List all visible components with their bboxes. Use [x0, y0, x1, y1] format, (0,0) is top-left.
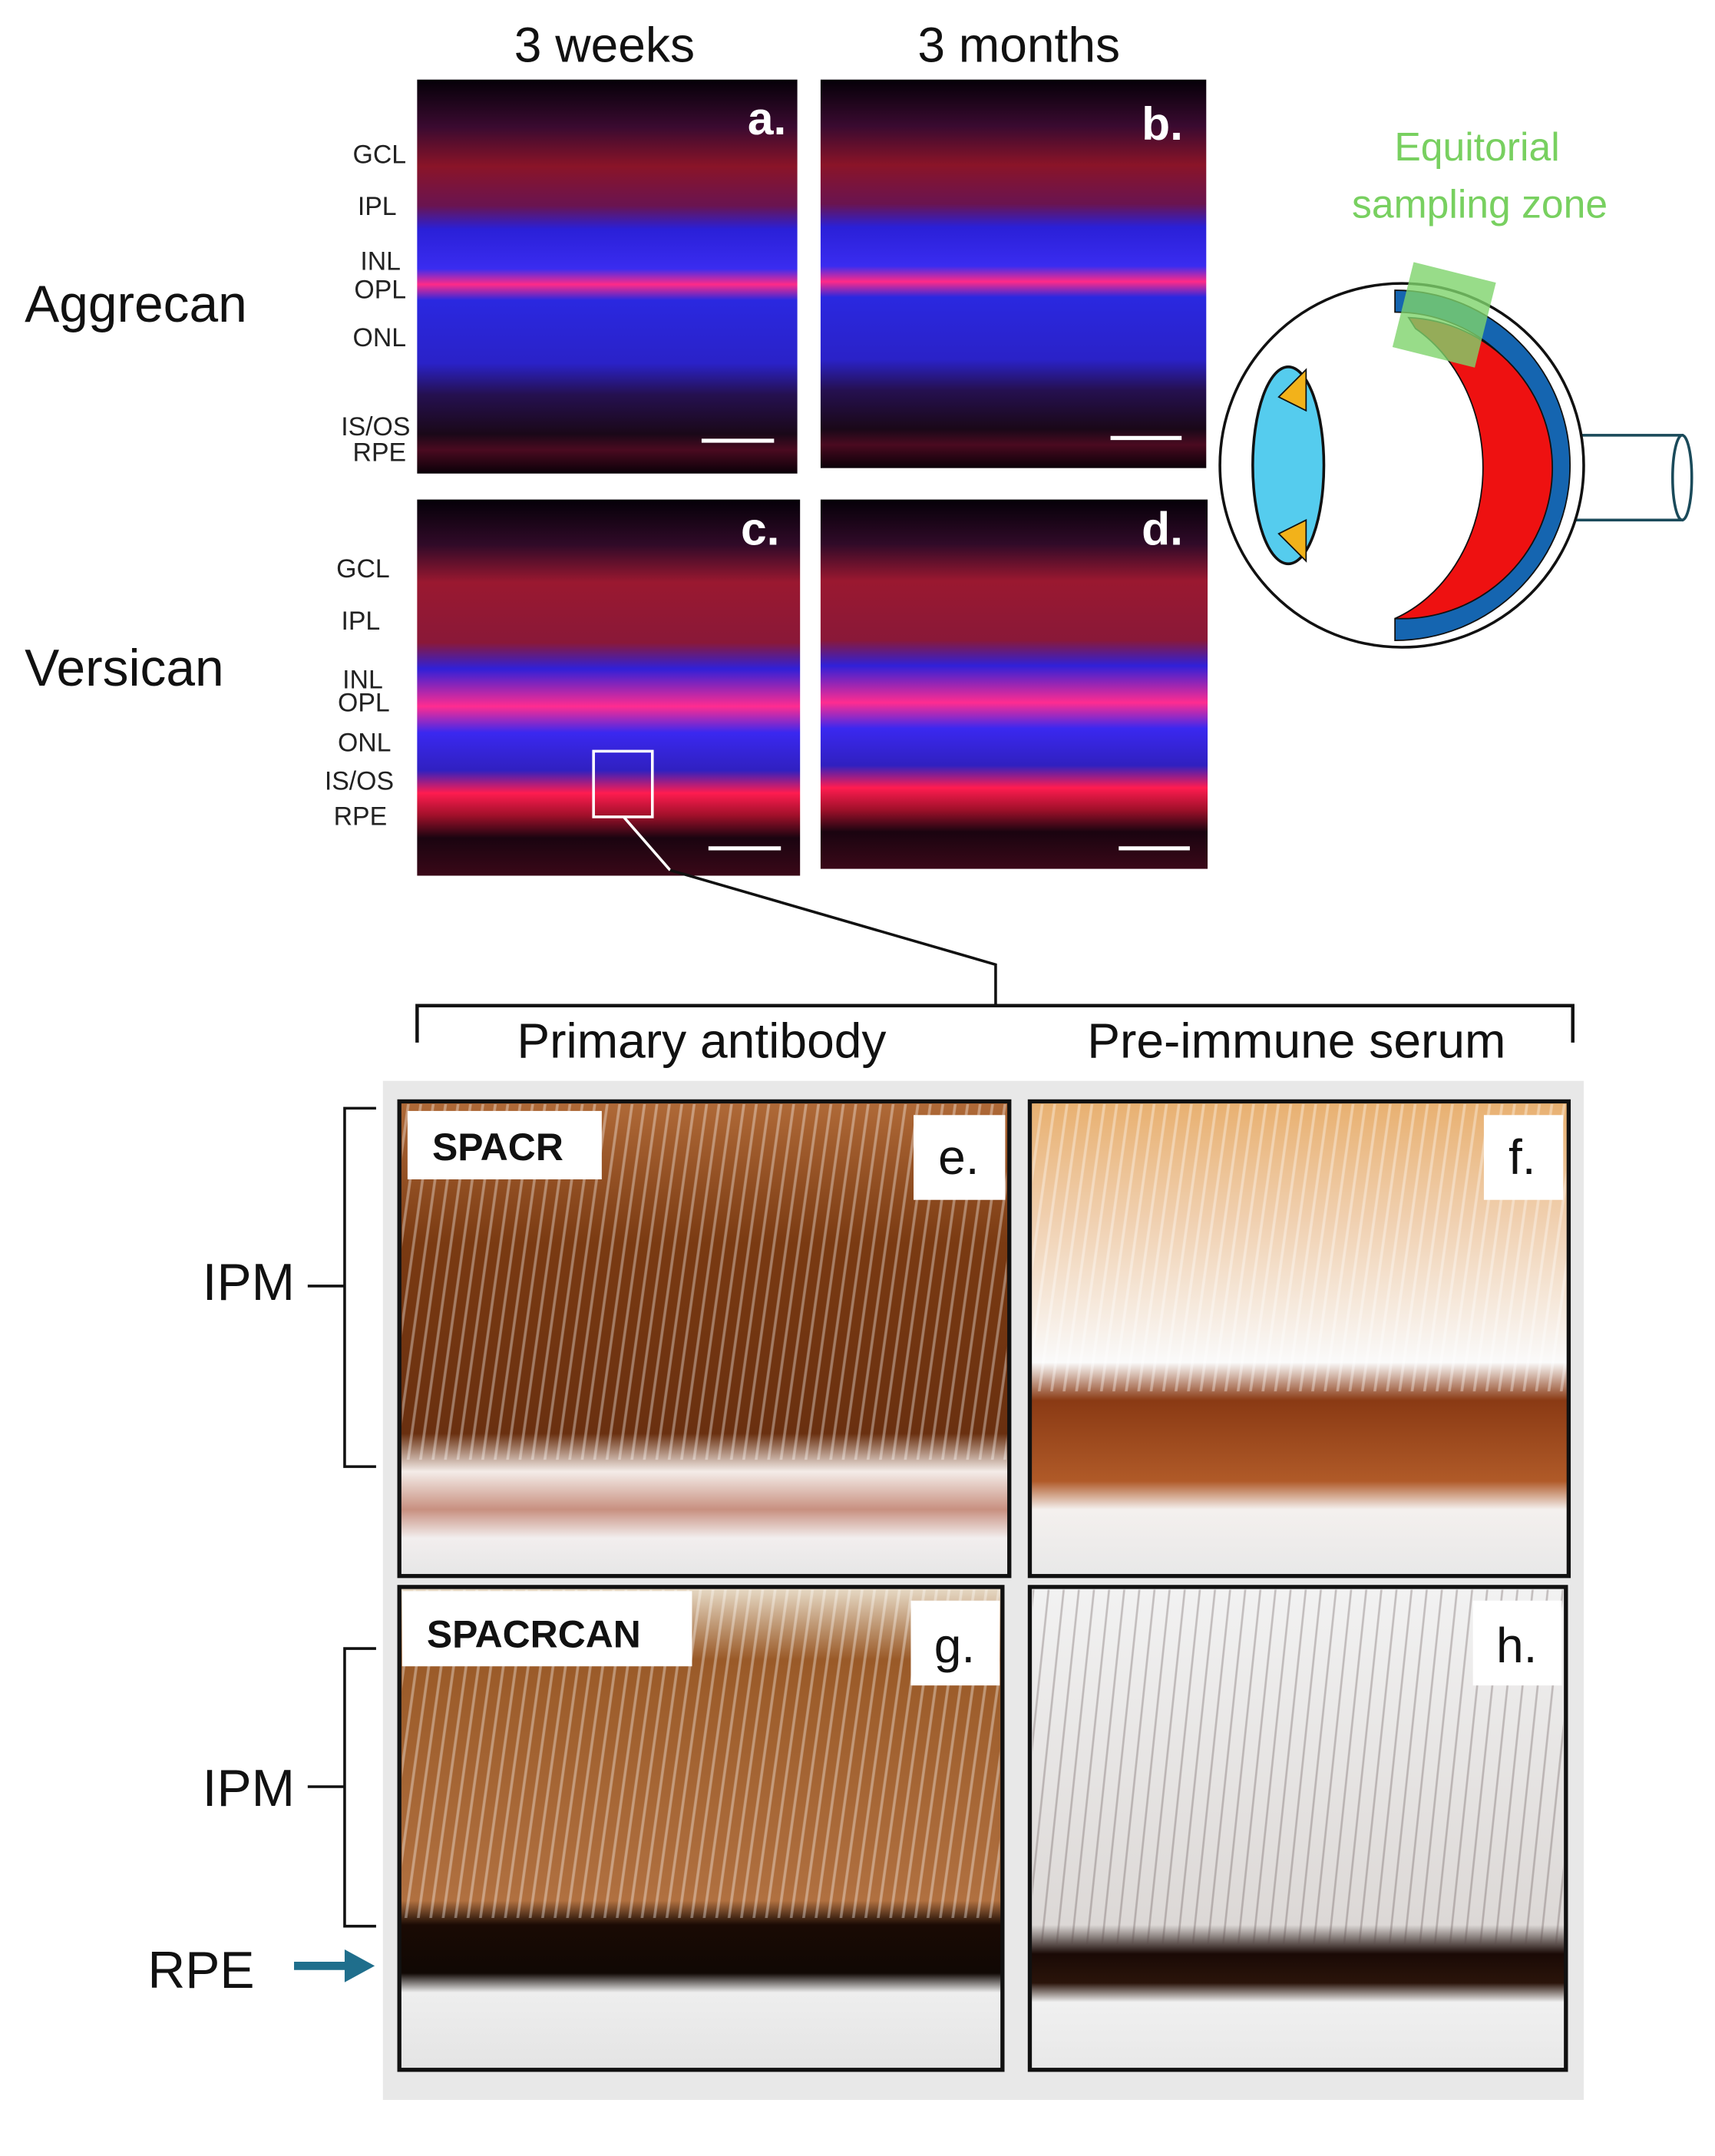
- layer-label: OPL: [338, 689, 390, 718]
- shape: [1670, 434, 1694, 522]
- panel-letter: a.: [748, 92, 787, 144]
- region-label: IPM: [203, 1254, 295, 1311]
- layer-label: GCL: [353, 140, 407, 169]
- texture: [1033, 1104, 1566, 1392]
- layer-label: INL: [360, 246, 401, 276]
- layer-label: RPE: [353, 438, 407, 468]
- shape: [344, 1949, 375, 1982]
- panel-letter: h.: [1496, 1618, 1537, 1673]
- shape: [1277, 368, 1307, 412]
- shape: [1394, 316, 1554, 620]
- shape: [1472, 1600, 1562, 1686]
- shape: [1571, 434, 1684, 522]
- layer-label: IPL: [341, 607, 380, 636]
- panel-letter: e.: [938, 1129, 979, 1185]
- connector: [623, 815, 672, 871]
- row-label: Versican: [25, 640, 224, 697]
- micrograph: [820, 499, 1208, 869]
- stain-label: SPACRCAN: [427, 1612, 641, 1655]
- shape: [914, 1115, 1006, 1200]
- scale-bars: [701, 435, 1190, 851]
- shape: [910, 1600, 1000, 1686]
- column-header: 3 weeks: [514, 18, 695, 73]
- micrograph: [417, 499, 801, 876]
- panel-letter: f.: [1508, 1129, 1536, 1185]
- panel-letter: g.: [934, 1618, 975, 1673]
- shape: [1251, 365, 1326, 566]
- diagram-label: Equitorial: [1394, 124, 1559, 169]
- region-label: RPE: [147, 1942, 254, 1999]
- bracket: [307, 1647, 376, 1928]
- connector: [669, 868, 997, 1006]
- layer-labels: GCL IPL INL OPL ONL IS/OS RPE GCL IPL IN…: [325, 140, 411, 831]
- layer-label: ONL: [353, 323, 407, 352]
- micrograph: [417, 79, 798, 474]
- shape: [1483, 1115, 1564, 1200]
- shape: [407, 1110, 602, 1180]
- panel-letter: d.: [1142, 502, 1183, 554]
- region-label: IPM: [203, 1760, 295, 1817]
- label-boxes: [401, 1110, 1564, 1686]
- column-header: 3 months: [917, 18, 1120, 73]
- inset-box: [592, 749, 654, 818]
- shape: [401, 1591, 692, 1667]
- arrow: [294, 1949, 375, 1982]
- layer-label: GCL: [336, 554, 390, 584]
- panel-letter: b.: [1142, 98, 1183, 150]
- eye-diagram: [1218, 262, 1694, 649]
- layer-label: RPE: [334, 802, 388, 832]
- layer-label: INL: [342, 665, 383, 694]
- layer-label: OPL: [354, 276, 406, 305]
- shape: [1277, 518, 1307, 563]
- bracket: [415, 1004, 1575, 1043]
- layer-label: ONL: [338, 728, 392, 757]
- row-label: Aggrecan: [25, 276, 247, 333]
- stain-label: SPACR: [432, 1126, 563, 1169]
- panel-letter: c.: [741, 502, 780, 554]
- diagram-label: sampling zone: [1352, 182, 1608, 227]
- column-header: Pre-immune serum: [1087, 1013, 1505, 1068]
- bracket: [307, 1106, 376, 1468]
- shape: [1392, 262, 1496, 368]
- column-header: Primary antibody: [517, 1013, 886, 1068]
- layer-label: IPL: [358, 192, 397, 221]
- layer-label: IS/OS: [325, 766, 394, 795]
- layer-label: IS/OS: [341, 412, 410, 441]
- micrograph: [820, 79, 1207, 468]
